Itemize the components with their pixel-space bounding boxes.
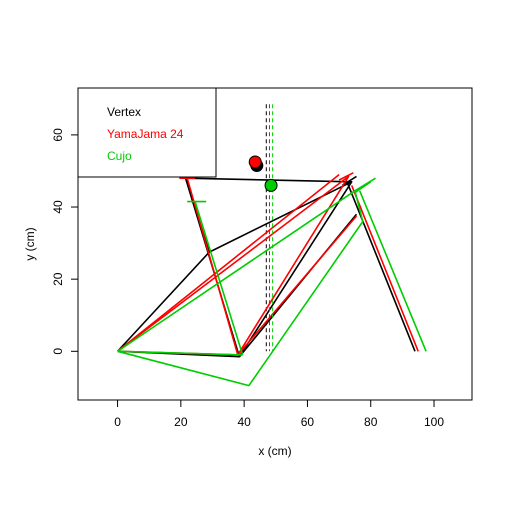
- x-tick-label: 80: [364, 415, 378, 429]
- y-tick-label: 20: [51, 272, 65, 286]
- series-cujo-head-tube-upper: [354, 181, 372, 194]
- series-yamajama-24-head-tube-upper: [338, 172, 354, 181]
- series-yamajama-24-point: [248, 155, 262, 169]
- legend-item-yamajama-24: YamaJama 24: [107, 127, 184, 141]
- x-tick-label: 100: [424, 415, 444, 429]
- y-tick-label: 0: [51, 348, 65, 355]
- y-axis-label: y (cm): [23, 227, 37, 260]
- legend-item-vertex: Vertex: [107, 105, 141, 119]
- series-vertex-fork: [346, 181, 416, 352]
- y-tick-label: 40: [51, 200, 65, 214]
- legend: Vertex YamaJama 24 Cujo: [77, 87, 217, 178]
- y-tick-label: 60: [51, 128, 65, 142]
- series-yamajama-24-down-seat-rear: [117, 173, 340, 352]
- series-yamajama-24-seat-tube: [186, 177, 239, 356]
- x-tick-label: 40: [237, 415, 251, 429]
- series-cujo-seatstay: [117, 350, 243, 356]
- x-tick-label: 0: [114, 415, 121, 429]
- chart-marks: [117, 104, 427, 387]
- series-yamajama-24-seatstay: [237, 215, 358, 356]
- series-cujo-point: [264, 178, 278, 192]
- series-cujo-fork: [358, 190, 427, 352]
- x-tick-label: 20: [174, 415, 188, 429]
- axes: 0 20 40 60 80 100 0 20 40 60: [51, 128, 444, 429]
- legend-box: [77, 87, 217, 178]
- legend-item-cujo: Cujo: [107, 149, 132, 163]
- series-cujo-frame: [117, 190, 364, 387]
- x-tick-label: 60: [301, 415, 315, 429]
- series-cujo-down-seat-rear: [354, 177, 376, 192]
- series-yamajama-24-fork: [350, 185, 419, 352]
- x-axis-label: x (cm): [258, 444, 291, 458]
- series-cujo-seat-tube: [194, 201, 244, 356]
